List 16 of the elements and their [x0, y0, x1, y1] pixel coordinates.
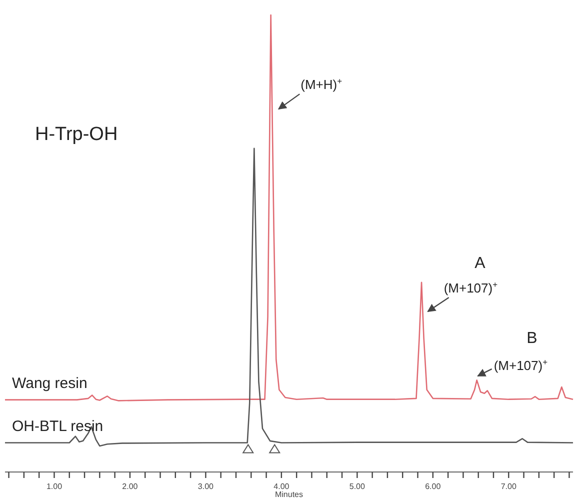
x-tick-label: 2.00 [122, 482, 138, 491]
series-label: OH-BTL resin [12, 418, 104, 435]
x-tick-label: 4.00 [274, 482, 290, 491]
annotation: (M+107)$^{+}$ [494, 356, 548, 373]
x-axis-title: Minutes [274, 490, 304, 499]
annotation: H-Trp-OH [35, 124, 118, 145]
annotation: A [474, 255, 486, 272]
x-tick-label: 1.00 [46, 482, 63, 491]
annotation: B [526, 330, 538, 347]
x-tick-label: 3.00 [198, 482, 214, 491]
x-tick-label: 6.00 [425, 482, 442, 491]
x-tick-label: 5.00 [349, 482, 366, 491]
series-label: Wang resin [12, 374, 88, 392]
annotation: (M+107)$^{+}$ [444, 280, 498, 296]
annotation: (M+H)$^{+}$ [300, 76, 342, 92]
x-tick-label: 7.00 [500, 482, 517, 491]
